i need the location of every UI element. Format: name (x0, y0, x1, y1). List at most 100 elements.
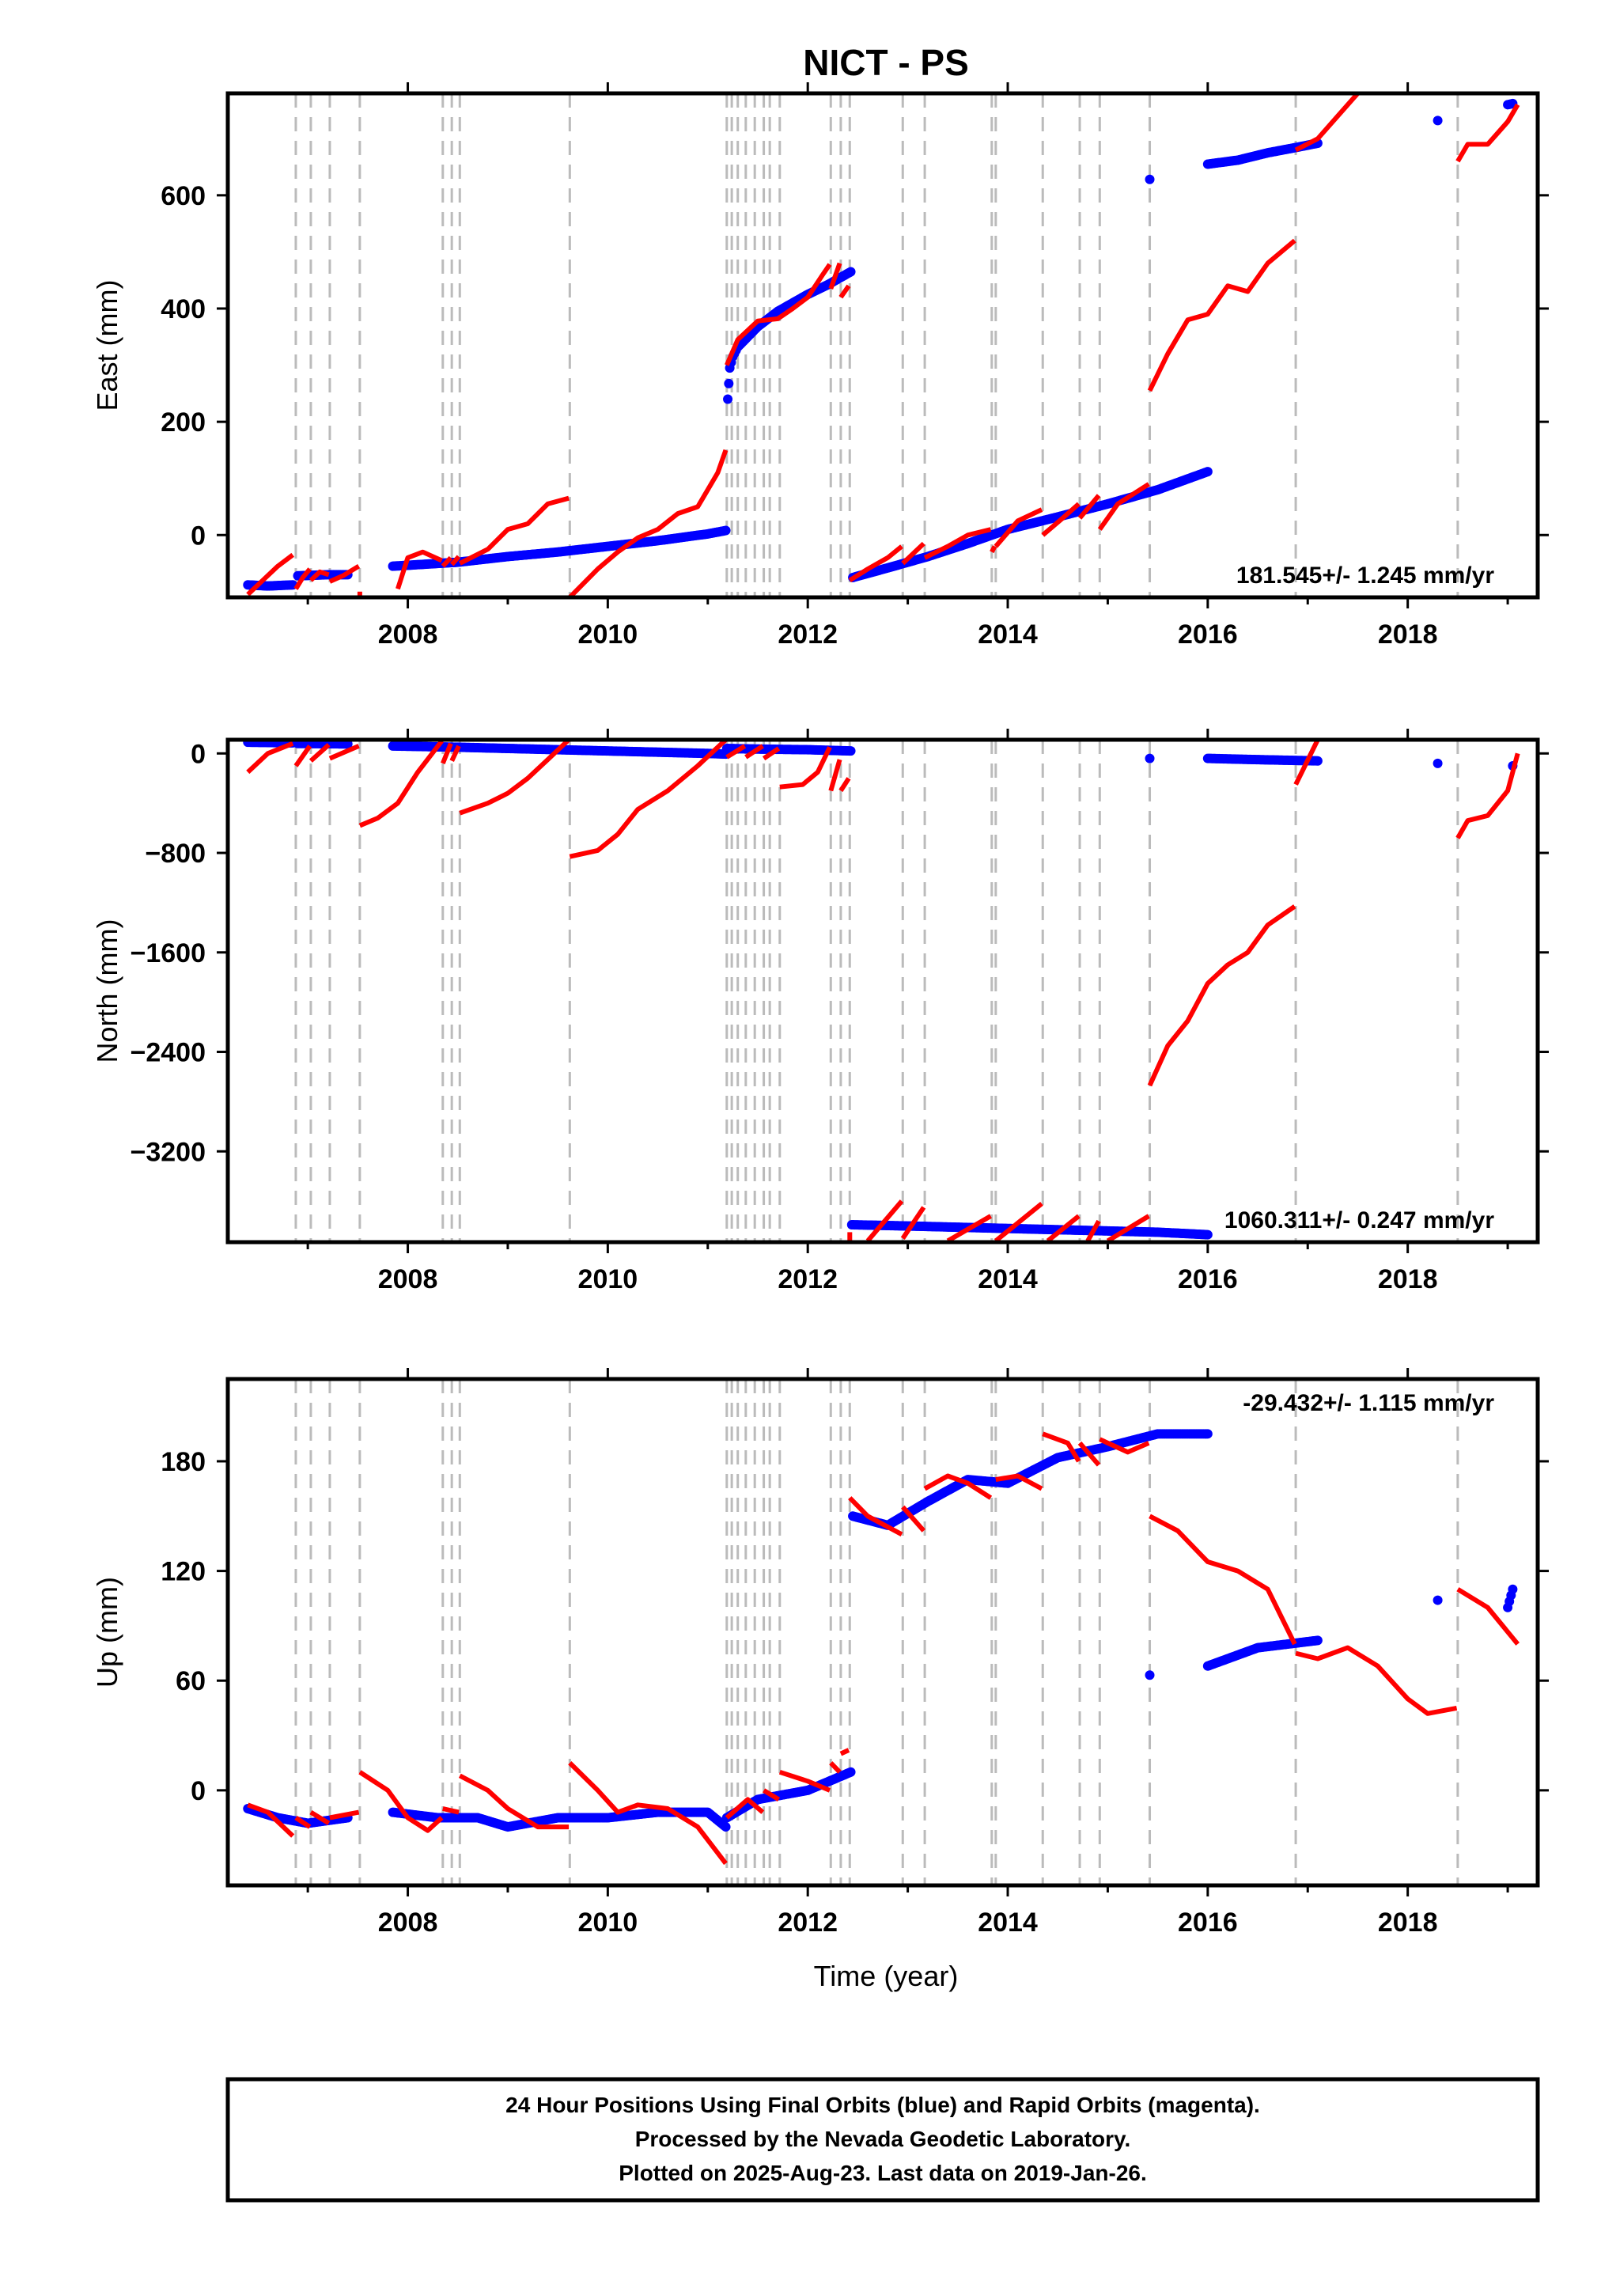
model-line (1455, 752, 1520, 839)
y-axis-label: Up (mm) (91, 1577, 123, 1688)
rate-annotation: 1060.311+/- 0.247 mm/yr (1224, 1207, 1494, 1233)
data-point (721, 525, 731, 536)
x-tick-label: 2010 (578, 619, 638, 650)
rate-annotation: -29.432+/- 1.115 mm/yr (1243, 1390, 1494, 1416)
data-point (1202, 1229, 1213, 1240)
model-line (779, 746, 832, 790)
data-point (1508, 1584, 1518, 1594)
data-point (721, 1822, 731, 1832)
model-line (725, 263, 832, 366)
y-tick-label: 400 (161, 294, 206, 324)
model-line (569, 740, 728, 859)
model-line (294, 1815, 312, 1829)
model-line (901, 1505, 926, 1533)
model-line (1295, 1645, 1458, 1716)
model-line (923, 1473, 993, 1500)
model-line (449, 744, 461, 762)
model-line (901, 541, 925, 566)
model-line (1294, 93, 1360, 153)
model-line (293, 744, 312, 767)
footer-box (225, 2077, 1540, 2203)
model-line (848, 1496, 903, 1537)
model-line (329, 1809, 360, 1821)
model-line (308, 743, 331, 763)
data-point (1312, 1635, 1323, 1646)
model-line (762, 746, 781, 761)
model-line (1147, 904, 1296, 1087)
x-tick-label: 2016 (1178, 1908, 1238, 1938)
model-line (328, 744, 360, 761)
model-line (247, 1802, 295, 1838)
model-line (994, 507, 1043, 548)
model-line (839, 1748, 850, 1756)
data-point (1202, 467, 1213, 477)
model-line (828, 262, 842, 290)
footer-line-3: Plotted on 2025-Aug-23. Last data on 201… (619, 2161, 1147, 2185)
model-line (441, 555, 453, 568)
plot-area-east (243, 93, 1520, 597)
model-line (328, 564, 361, 584)
model-line (1106, 1214, 1150, 1242)
data-point (846, 267, 856, 277)
model-line (1099, 1437, 1150, 1455)
x-tick-label: 2012 (778, 1908, 838, 1938)
rate-annotation: 181.545+/- 1.245 mm/yr (1236, 563, 1494, 589)
plot-frame (225, 91, 1540, 600)
model-line (990, 545, 997, 554)
y-tick-label: 0 (191, 1776, 206, 1806)
panel-north: 2008 2010 2012 2014 2016 2018 0 −800 −1600 −2400 −… (91, 729, 1549, 1294)
x-tick-label: 2016 (1178, 619, 1238, 650)
x-tick-label: 2010 (578, 1908, 638, 1938)
y-tick-label: 0 (191, 739, 206, 769)
y-tick-label: −1600 (131, 938, 206, 968)
model-line (246, 741, 294, 775)
x-tick-label: 2018 (1378, 1908, 1438, 1938)
model-line (995, 1473, 1043, 1491)
model-line (1097, 482, 1150, 531)
y-tick-label: 60 (176, 1666, 206, 1696)
model-line (1147, 238, 1296, 392)
plot-frame (225, 737, 1540, 1245)
model-line (1046, 1214, 1081, 1242)
x-tick-label: 2008 (378, 1908, 438, 1938)
model-line (458, 495, 570, 566)
model-line (923, 527, 992, 560)
data-point (1202, 1429, 1213, 1439)
panel-east: 2008 2010 2012 2014 2016 2018 0 200 400 600 East (… (91, 82, 1549, 650)
model-line (1077, 494, 1101, 520)
model-line (829, 1761, 842, 1774)
plot-frame (225, 1377, 1540, 1888)
model-line (1041, 502, 1081, 537)
data-point (1145, 174, 1155, 184)
x-tick-label: 2018 (1378, 619, 1438, 650)
model-line (946, 1214, 993, 1242)
y-tick-label: 0 (191, 521, 206, 551)
data-point (343, 740, 353, 749)
model-line (309, 1810, 331, 1825)
model-line (828, 759, 842, 792)
x-axis-label: Time (year) (814, 1960, 959, 1992)
model-line (358, 1770, 444, 1833)
figure-title: NICT - PS (803, 42, 969, 83)
footer-line-2: Processed by the Nevada Geodetic Laborat… (635, 2127, 1131, 2151)
panel-up: 2008 2010 2012 2014 2016 2018 0 60 120 180 Up (mm)… (91, 1368, 1549, 1938)
model-line (994, 1201, 1043, 1242)
x-tick-label: 2010 (578, 1264, 638, 1294)
data-point (1145, 753, 1155, 763)
data-point (1145, 1670, 1155, 1680)
data-point (846, 746, 856, 756)
x-tick-label: 2012 (778, 619, 838, 650)
data-point (1433, 1595, 1443, 1605)
model-line (778, 1769, 831, 1793)
model-line (900, 1206, 926, 1240)
model-line (568, 449, 729, 597)
y-tick-label: 200 (161, 407, 206, 438)
model-line (293, 567, 312, 590)
model-line (568, 1761, 728, 1866)
y-tick-label: 120 (161, 1557, 206, 1587)
x-tick-label: 2008 (378, 619, 438, 650)
model-line (459, 740, 571, 816)
model-line (763, 1788, 781, 1802)
